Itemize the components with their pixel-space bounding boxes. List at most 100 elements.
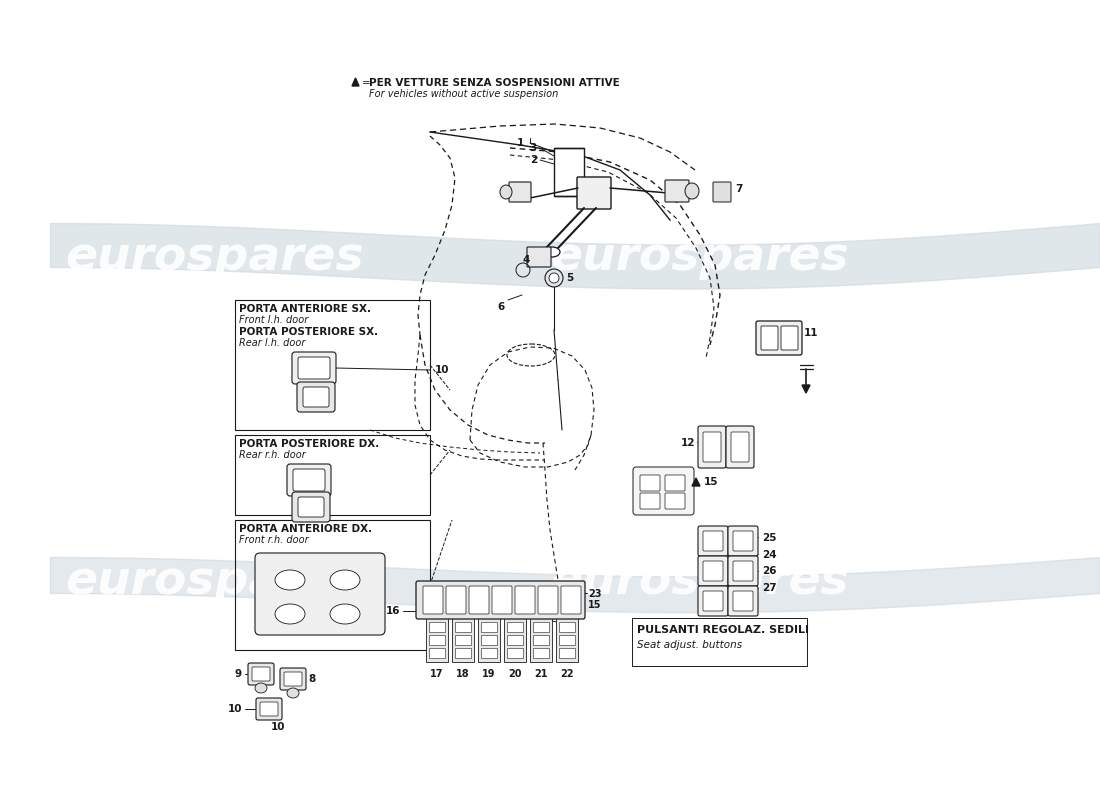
Bar	[481, 635, 497, 645]
FancyBboxPatch shape	[298, 497, 324, 517]
FancyBboxPatch shape	[280, 668, 306, 690]
Bar	[534, 635, 549, 645]
Bar	[429, 648, 446, 658]
Text: 18: 18	[456, 669, 470, 679]
FancyBboxPatch shape	[287, 464, 331, 496]
FancyBboxPatch shape	[733, 561, 754, 581]
Bar	[235, 435, 430, 515]
Bar	[455, 635, 471, 645]
Ellipse shape	[500, 185, 512, 199]
Bar	[429, 622, 446, 632]
FancyBboxPatch shape	[302, 387, 329, 407]
FancyBboxPatch shape	[255, 553, 385, 635]
Text: eurospares: eurospares	[551, 235, 849, 281]
Text: Front r.h. door: Front r.h. door	[239, 535, 309, 545]
Text: 22: 22	[560, 669, 574, 679]
Text: 12: 12	[681, 438, 695, 448]
Text: 8: 8	[308, 674, 316, 684]
Bar	[426, 617, 448, 662]
Text: 10: 10	[228, 704, 242, 714]
Text: PORTA ANTERIORE DX.: PORTA ANTERIORE DX.	[239, 524, 372, 534]
FancyBboxPatch shape	[527, 247, 551, 267]
FancyBboxPatch shape	[756, 321, 802, 355]
Text: 3: 3	[530, 143, 537, 153]
Text: 5: 5	[566, 273, 573, 283]
Ellipse shape	[275, 570, 305, 590]
Bar	[632, 618, 807, 666]
Text: PULSANTI REGOLAZ. SEDILI: PULSANTI REGOLAZ. SEDILI	[637, 625, 808, 635]
Bar	[481, 648, 497, 658]
FancyBboxPatch shape	[703, 561, 723, 581]
Text: 11: 11	[804, 328, 818, 338]
Bar	[507, 635, 522, 645]
FancyBboxPatch shape	[492, 586, 512, 614]
Text: eurospares: eurospares	[66, 235, 364, 281]
Text: PER VETTURE SENZA SOSPENSIONI ATTIVE: PER VETTURE SENZA SOSPENSIONI ATTIVE	[368, 78, 619, 88]
FancyBboxPatch shape	[666, 180, 689, 202]
Bar	[556, 617, 578, 662]
FancyBboxPatch shape	[640, 493, 660, 509]
Text: 25: 25	[762, 533, 777, 543]
Bar	[507, 648, 522, 658]
FancyBboxPatch shape	[698, 426, 726, 468]
Text: 27: 27	[762, 583, 777, 593]
Text: 10: 10	[434, 365, 450, 375]
Text: 1: 1	[517, 138, 524, 148]
Text: 15: 15	[588, 600, 602, 610]
Bar	[455, 622, 471, 632]
Text: Rear r.h. door: Rear r.h. door	[239, 450, 306, 460]
Bar	[452, 617, 474, 662]
Text: 26: 26	[762, 566, 777, 576]
FancyBboxPatch shape	[248, 663, 274, 685]
FancyBboxPatch shape	[781, 326, 798, 350]
Bar	[554, 148, 584, 196]
Polygon shape	[352, 78, 359, 86]
FancyBboxPatch shape	[726, 426, 754, 468]
Ellipse shape	[330, 604, 360, 624]
Text: PORTA POSTERIORE SX.: PORTA POSTERIORE SX.	[239, 327, 378, 337]
Text: 2: 2	[530, 155, 537, 165]
Bar	[455, 648, 471, 658]
FancyBboxPatch shape	[297, 382, 336, 412]
FancyBboxPatch shape	[293, 469, 324, 491]
Text: 9: 9	[235, 669, 242, 679]
FancyBboxPatch shape	[284, 672, 302, 686]
Text: 19: 19	[482, 669, 496, 679]
FancyBboxPatch shape	[578, 177, 610, 209]
Bar	[534, 648, 549, 658]
Bar	[504, 617, 526, 662]
Text: For vehicles without active suspension: For vehicles without active suspension	[368, 89, 558, 99]
FancyBboxPatch shape	[703, 591, 723, 611]
FancyBboxPatch shape	[292, 352, 336, 384]
Bar	[481, 622, 497, 632]
FancyBboxPatch shape	[732, 432, 749, 462]
Text: 4: 4	[522, 255, 530, 265]
FancyBboxPatch shape	[703, 531, 723, 551]
FancyBboxPatch shape	[728, 526, 758, 556]
FancyBboxPatch shape	[640, 475, 660, 491]
Text: 16: 16	[385, 606, 400, 616]
Ellipse shape	[330, 570, 360, 590]
FancyBboxPatch shape	[632, 467, 694, 515]
Text: 23: 23	[588, 589, 602, 599]
Text: 17: 17	[430, 669, 443, 679]
Bar	[507, 622, 522, 632]
Text: 20: 20	[508, 669, 521, 679]
Ellipse shape	[255, 683, 267, 693]
FancyBboxPatch shape	[698, 586, 728, 616]
Bar	[478, 617, 500, 662]
Text: PORTA ANTERIORE SX.: PORTA ANTERIORE SX.	[239, 304, 371, 314]
FancyBboxPatch shape	[446, 586, 466, 614]
FancyBboxPatch shape	[761, 326, 778, 350]
Text: Front l.h. door: Front l.h. door	[239, 315, 308, 325]
FancyBboxPatch shape	[713, 182, 732, 202]
FancyBboxPatch shape	[298, 357, 330, 379]
Text: eurospares: eurospares	[66, 559, 364, 605]
Bar	[530, 617, 552, 662]
Bar	[235, 520, 430, 650]
FancyBboxPatch shape	[538, 586, 558, 614]
FancyBboxPatch shape	[416, 581, 585, 619]
Text: 21: 21	[535, 669, 548, 679]
Text: 10: 10	[271, 722, 285, 732]
Text: PORTA POSTERIORE DX.: PORTA POSTERIORE DX.	[239, 439, 380, 449]
